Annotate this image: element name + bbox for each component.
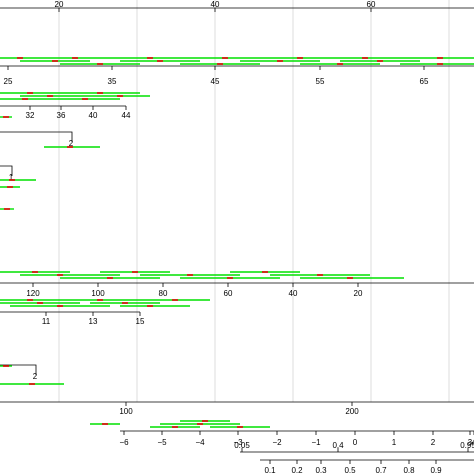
tick-label: 100 <box>119 407 133 416</box>
tick-label: 35 <box>108 77 117 86</box>
tick-label: 45 <box>211 77 220 86</box>
bracket-s1 <box>0 165 13 176</box>
tick-label: −2 <box>272 438 282 447</box>
tick-label: 0.8 <box>403 466 415 474</box>
bracket-s2b <box>0 364 37 375</box>
tick-label: 0.3 <box>315 466 327 474</box>
tick-label: 32 <box>26 111 35 120</box>
tick-label: 20 <box>354 289 363 298</box>
tick-label: 60 <box>367 0 376 9</box>
tick-label: 25 <box>4 77 13 86</box>
tick-label: 40 <box>89 111 98 120</box>
tick-label: 2 <box>431 438 436 447</box>
tick-label: 3 <box>468 438 473 447</box>
tick-label: −4 <box>195 438 205 447</box>
tick-label: 0 <box>353 438 358 447</box>
tick-label: 4 <box>472 438 474 447</box>
tick-label: 55 <box>316 77 325 86</box>
tick-label: 0.95 <box>460 441 474 450</box>
bracket-s2a <box>0 131 73 142</box>
tick-label: 40 <box>211 0 220 9</box>
tick-label: −6 <box>119 438 129 447</box>
tick-label: −3 <box>233 438 243 447</box>
tick-label: 36 <box>57 111 66 120</box>
tick-label: 80 <box>159 289 168 298</box>
tick-label: 0.1 <box>264 466 276 474</box>
tick-label: 0.05 <box>234 441 250 450</box>
tick-label: 44 <box>122 111 131 120</box>
tick-label: 0.9 <box>430 466 442 474</box>
tick-label: 60 <box>224 289 233 298</box>
tick-label: 1 <box>392 438 397 447</box>
tick-label: −1 <box>311 438 321 447</box>
tick-label: 13 <box>89 317 98 326</box>
tick-label: 65 <box>420 77 429 86</box>
tick-label: 120 <box>26 289 40 298</box>
tick-label: −5 <box>157 438 167 447</box>
tick-label: 2 <box>69 139 74 148</box>
tick-label: 200 <box>345 407 359 416</box>
tick-label: 20 <box>55 0 64 9</box>
tick-label: 0.4 <box>332 441 344 450</box>
tick-label: 11 <box>42 317 51 326</box>
tick-label: 100 <box>91 289 105 298</box>
tick-label: 15 <box>136 317 145 326</box>
tick-label: 1 <box>9 173 14 182</box>
tick-label: 40 <box>289 289 298 298</box>
tick-label: 2 <box>33 372 38 381</box>
tick-label: 0.5 <box>344 466 356 474</box>
tick-label: 0.7 <box>375 466 387 474</box>
tick-label: 0.2 <box>291 466 303 474</box>
